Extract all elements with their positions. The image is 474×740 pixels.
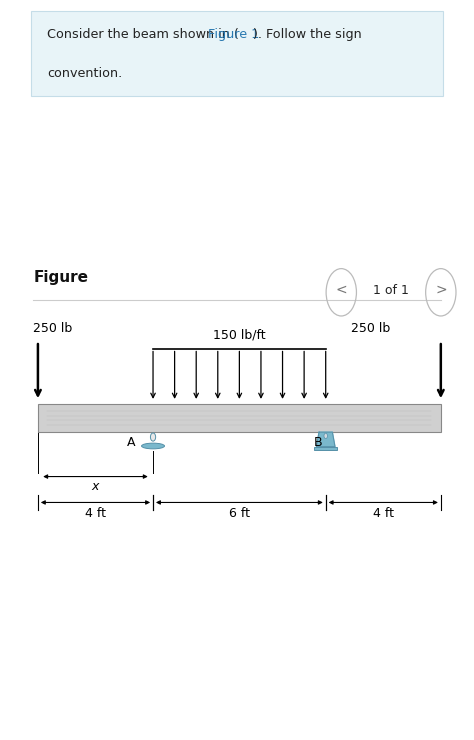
Text: B: B (314, 436, 322, 449)
Bar (314, 447, 337, 450)
Text: x: x (92, 480, 99, 493)
Text: A: A (127, 436, 136, 449)
Circle shape (324, 433, 328, 439)
Text: >: > (435, 283, 447, 297)
Text: Consider the beam shown in (: Consider the beam shown in ( (47, 28, 239, 41)
Text: <: < (336, 283, 347, 297)
Text: convention.: convention. (47, 67, 123, 80)
Ellipse shape (142, 443, 164, 449)
Text: 4 ft: 4 ft (373, 507, 394, 520)
Circle shape (150, 433, 155, 441)
Text: Figure: Figure (33, 270, 88, 285)
Text: Figure 1: Figure 1 (208, 28, 259, 41)
Text: 1 of 1: 1 of 1 (373, 283, 409, 297)
Bar (38, 404, 441, 432)
Text: 250 lb: 250 lb (33, 322, 73, 335)
Polygon shape (317, 432, 335, 447)
Text: 6 ft: 6 ft (229, 507, 250, 520)
Text: 150 lb/ft: 150 lb/ft (213, 328, 266, 341)
Text: ). Follow the sign: ). Follow the sign (253, 28, 361, 41)
FancyBboxPatch shape (31, 11, 443, 96)
Text: 250 lb: 250 lb (351, 322, 390, 335)
Text: 4 ft: 4 ft (85, 507, 106, 520)
